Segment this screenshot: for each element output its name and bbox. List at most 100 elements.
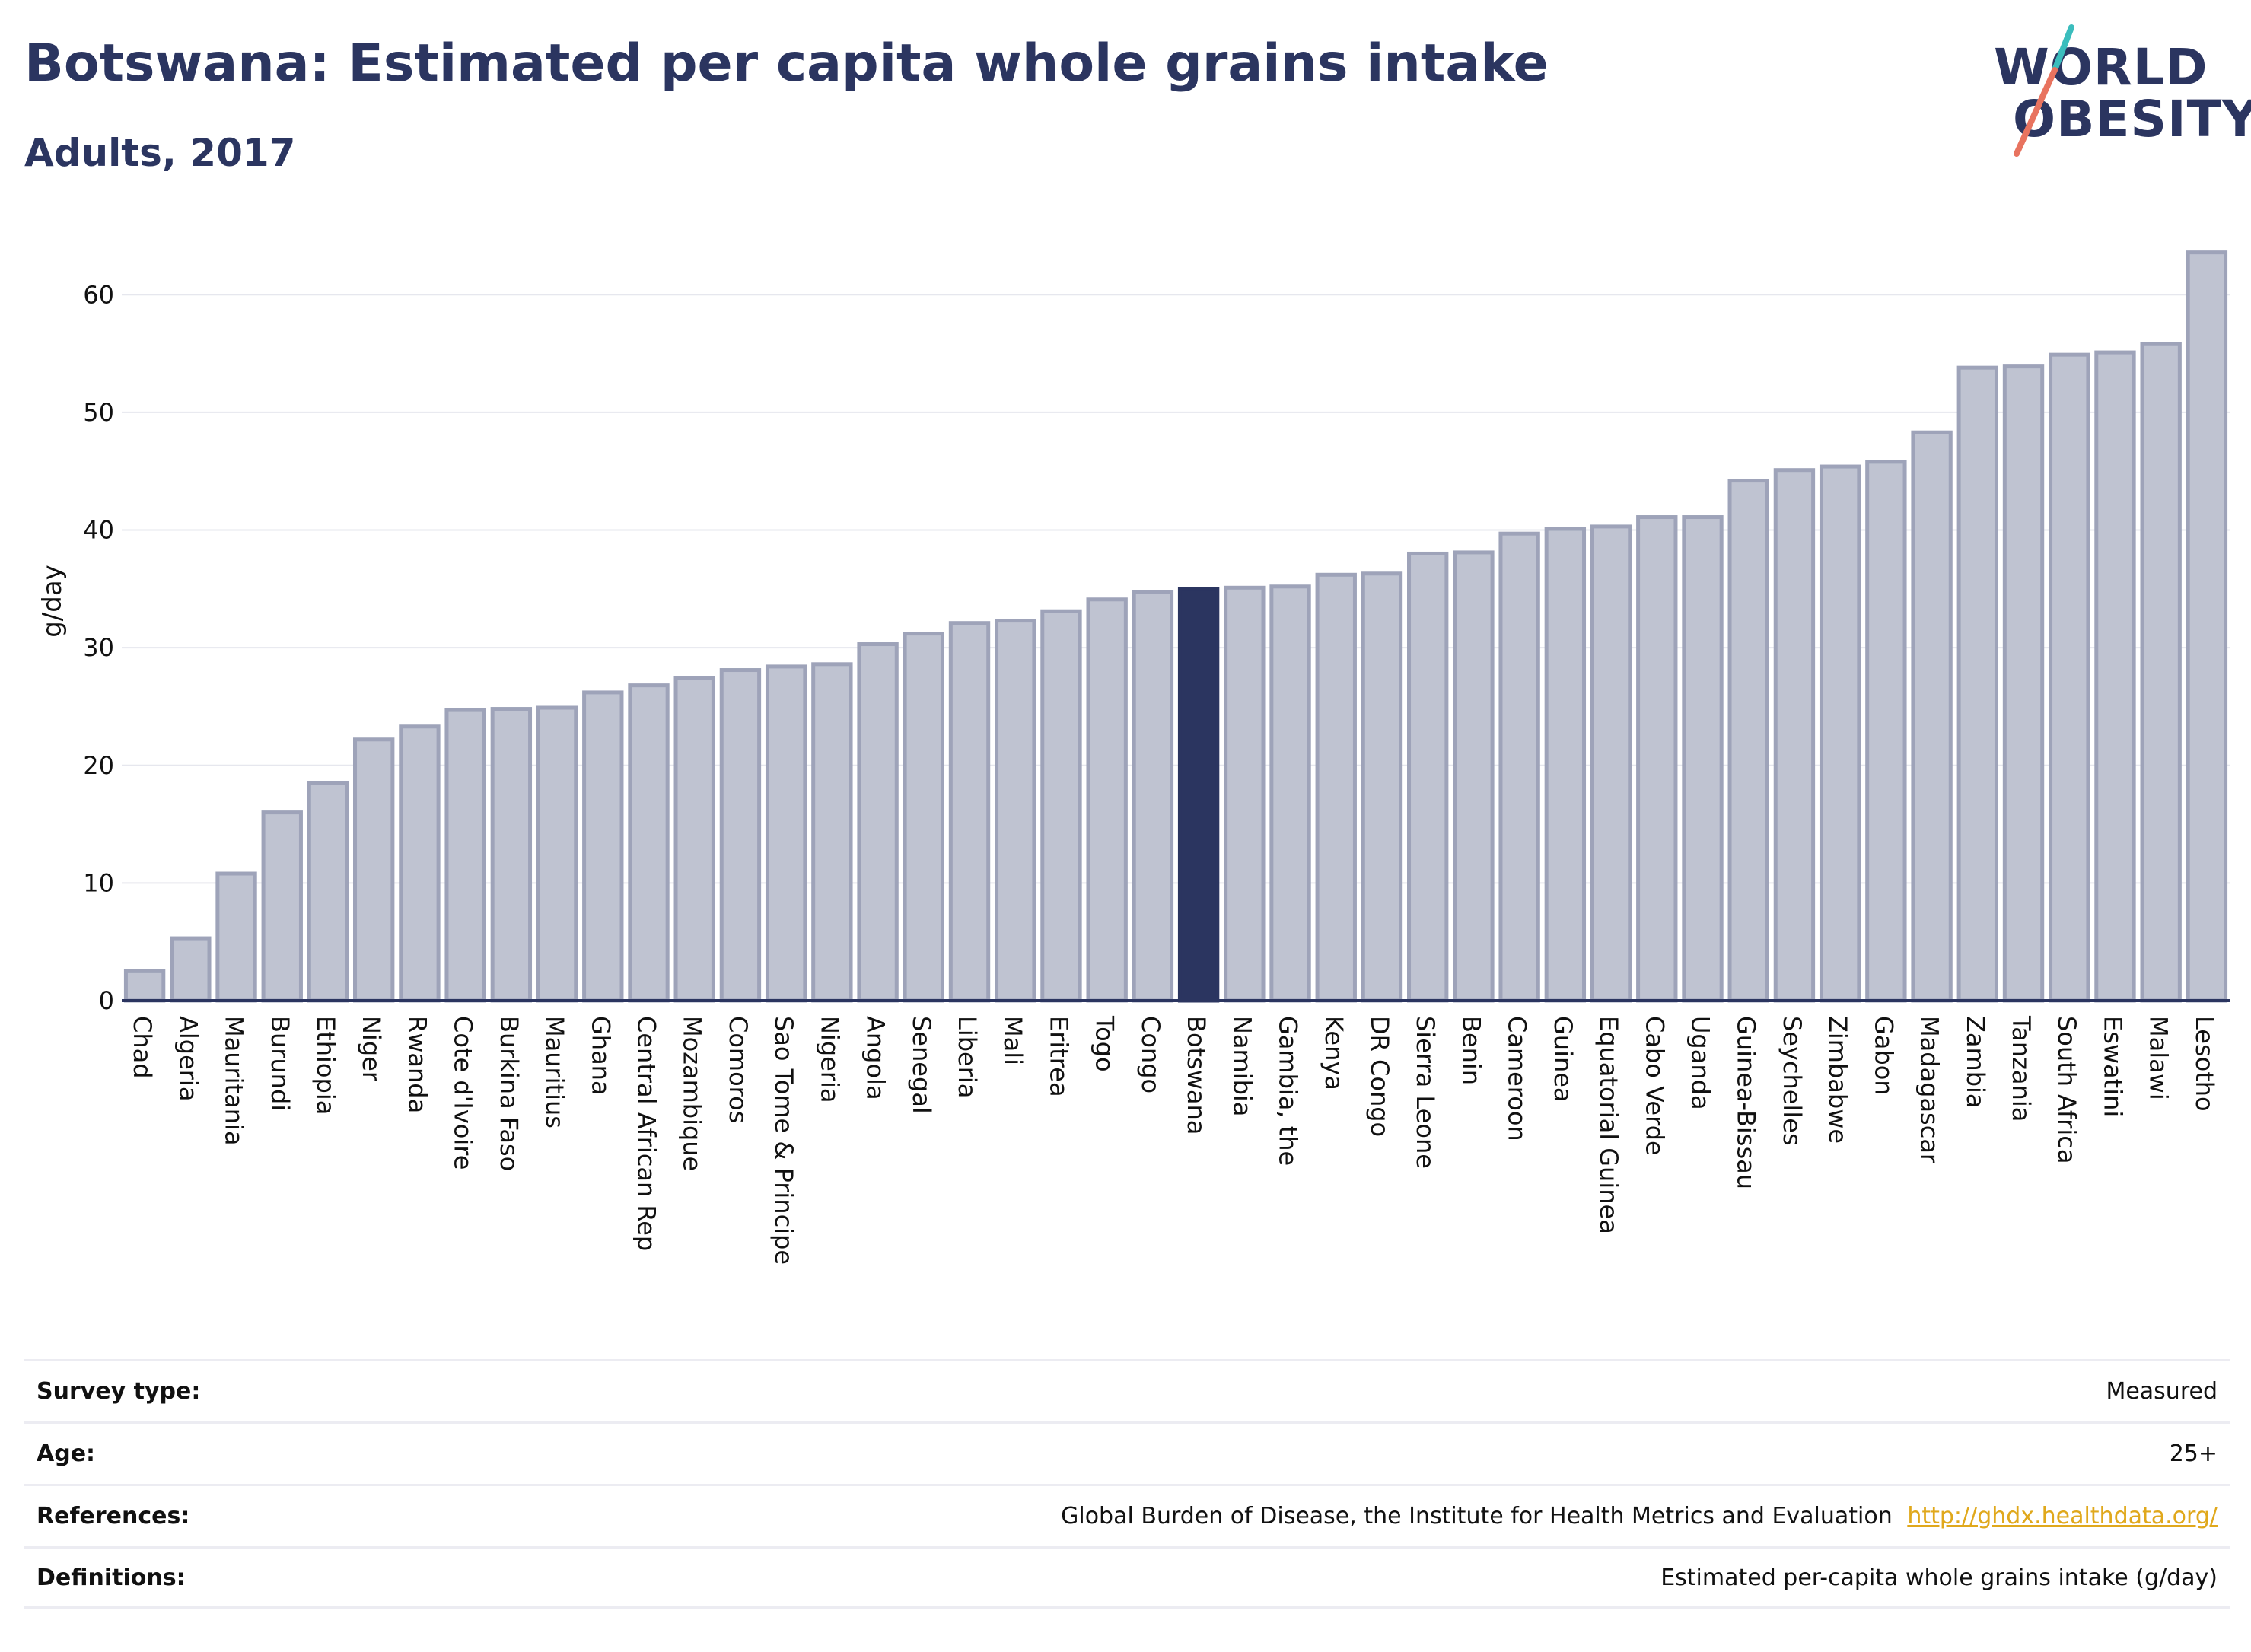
bar[interactable] (719, 668, 762, 1003)
meta-row-references: References: Global Burden of Disease, th… (24, 1484, 2230, 1546)
bar[interactable] (1819, 464, 1861, 1003)
y-tick-labels: 0 10 20 30 40 50 60 (83, 280, 114, 1015)
survey-type-label: Survey type: (37, 1378, 201, 1405)
bar[interactable] (170, 936, 212, 1003)
x-tick-label: Angola (861, 1016, 890, 1100)
x-tick-label: Guinea-Bissau (1732, 1016, 1761, 1189)
age-label: Age: (37, 1440, 96, 1467)
y-tick-label: 50 (83, 398, 114, 427)
metadata-table: Survey type: Measured Age: 25+ Reference… (24, 1359, 2230, 1609)
x-tick-label: Burkina Faso (495, 1016, 524, 1171)
bar[interactable] (399, 724, 441, 1003)
bar[interactable] (353, 737, 395, 1003)
bar[interactable] (1956, 365, 1998, 1003)
x-tick-label: Rwanda (403, 1016, 431, 1113)
bar[interactable] (1773, 468, 1816, 1003)
meta-row-survey-type: Survey type: Measured (24, 1359, 2230, 1421)
page-subtitle: Adults, 2017 (24, 131, 296, 175)
bar[interactable] (536, 705, 578, 1003)
x-tick-label: Gambia, the (1274, 1016, 1303, 1166)
bar[interactable] (1224, 585, 1266, 1003)
page-title: Botswana: Estimated per capita whole gra… (24, 33, 1549, 94)
x-tick-label: Niger (357, 1016, 386, 1082)
x-tick-label: Nigeria (815, 1016, 844, 1103)
bar[interactable] (1727, 479, 1769, 1003)
x-tick-label: Algeria (174, 1016, 202, 1101)
x-tick-label: Togo (1090, 1015, 1119, 1072)
bar[interactable] (2140, 342, 2182, 1003)
bar[interactable] (903, 632, 944, 1003)
bar[interactable] (673, 676, 715, 1003)
bar[interactable] (2186, 250, 2228, 1003)
bar[interactable] (2049, 352, 2090, 1003)
bar[interactable] (215, 871, 257, 1003)
bar[interactable] (628, 683, 670, 1003)
bar[interactable] (123, 969, 166, 1003)
x-tick-label: Mauritania (220, 1016, 249, 1145)
bar[interactable] (582, 690, 624, 1003)
x-tick-label: Benin (1457, 1016, 1485, 1085)
bar[interactable] (1911, 430, 1953, 1003)
meta-row-age: Age: 25+ (24, 1421, 2230, 1484)
bar[interactable] (1315, 572, 1357, 1003)
survey-type-value: Measured (2106, 1378, 2218, 1405)
bar[interactable] (2094, 350, 2136, 1003)
x-tick-label: Mozambique (678, 1016, 707, 1171)
x-tick-label: Congo (1136, 1016, 1165, 1093)
x-tick-label: Malawi (2144, 1016, 2173, 1100)
bar[interactable] (995, 619, 1036, 1003)
bar[interactable] (444, 708, 486, 1003)
references-label: References: (37, 1503, 190, 1529)
x-tick-label: Burundi (266, 1016, 295, 1111)
y-tick-label: 40 (83, 516, 114, 545)
bar[interactable] (1086, 597, 1128, 1003)
x-tick-label: Eritrea (1044, 1016, 1073, 1097)
x-tick-label: Mauritius (540, 1016, 569, 1128)
world-obesity-logo[interactable]: WORLD OBESITY (1986, 23, 2251, 160)
bar[interactable] (1636, 515, 1678, 1003)
bar[interactable] (1498, 531, 1540, 1003)
y-tick-label: 30 (83, 633, 114, 662)
x-tick-label: Senegal (907, 1016, 936, 1114)
x-tick-label: DR Congo (1365, 1016, 1394, 1137)
bar[interactable] (948, 621, 991, 1003)
x-tick-label: Central African Rep (632, 1016, 661, 1251)
bar[interactable] (1407, 551, 1449, 1003)
bar[interactable] (1682, 515, 1724, 1003)
bar[interactable] (1590, 524, 1632, 1003)
references-link[interactable]: http://ghdx.healthdata.org/ (1907, 1503, 2218, 1529)
x-tick-label: Seychelles (1778, 1016, 1807, 1146)
bar-highlighted[interactable] (1177, 587, 1220, 1003)
x-tick-label: Botswana (1182, 1016, 1211, 1135)
x-tick-label: Cabo Verde (1640, 1016, 1669, 1156)
age-value: 25+ (2169, 1440, 2218, 1467)
x-tick-label: Sao Tome & Principe (769, 1016, 798, 1265)
bar[interactable] (765, 664, 807, 1003)
x-tick-label: Eswatini (2098, 1016, 2127, 1117)
bar[interactable] (1132, 590, 1174, 1003)
y-tick-label: 10 (83, 868, 114, 897)
x-tick-label: Cote d'Ivoire (449, 1016, 478, 1170)
bar[interactable] (1865, 460, 1907, 1003)
x-tick-label: Zambia (1961, 1016, 1990, 1109)
bar[interactable] (857, 642, 899, 1003)
bar[interactable] (1269, 584, 1311, 1003)
x-tick-label: Namibia (1227, 1016, 1256, 1116)
y-axis-label: g/day (37, 565, 68, 638)
bar[interactable] (261, 810, 303, 1003)
bar[interactable] (1453, 550, 1495, 1003)
x-tick-label: Tanzania (2007, 1015, 2036, 1122)
x-tick-label: Ethiopia (311, 1016, 340, 1115)
x-tick-label: Comoros (724, 1016, 753, 1123)
bar[interactable] (490, 707, 533, 1003)
bar[interactable] (307, 781, 349, 1003)
references-text: Global Burden of Disease, the Institute … (1061, 1503, 1893, 1529)
x-tick-label: Mali (998, 1016, 1027, 1065)
bar[interactable] (1544, 527, 1587, 1003)
bar[interactable] (1040, 609, 1082, 1003)
x-tick-label: Guinea (1549, 1016, 1578, 1103)
bar[interactable] (811, 662, 853, 1003)
bar[interactable] (1361, 571, 1403, 1003)
x-tick-label: Madagascar (1915, 1016, 1944, 1164)
bar[interactable] (2002, 364, 2045, 1003)
